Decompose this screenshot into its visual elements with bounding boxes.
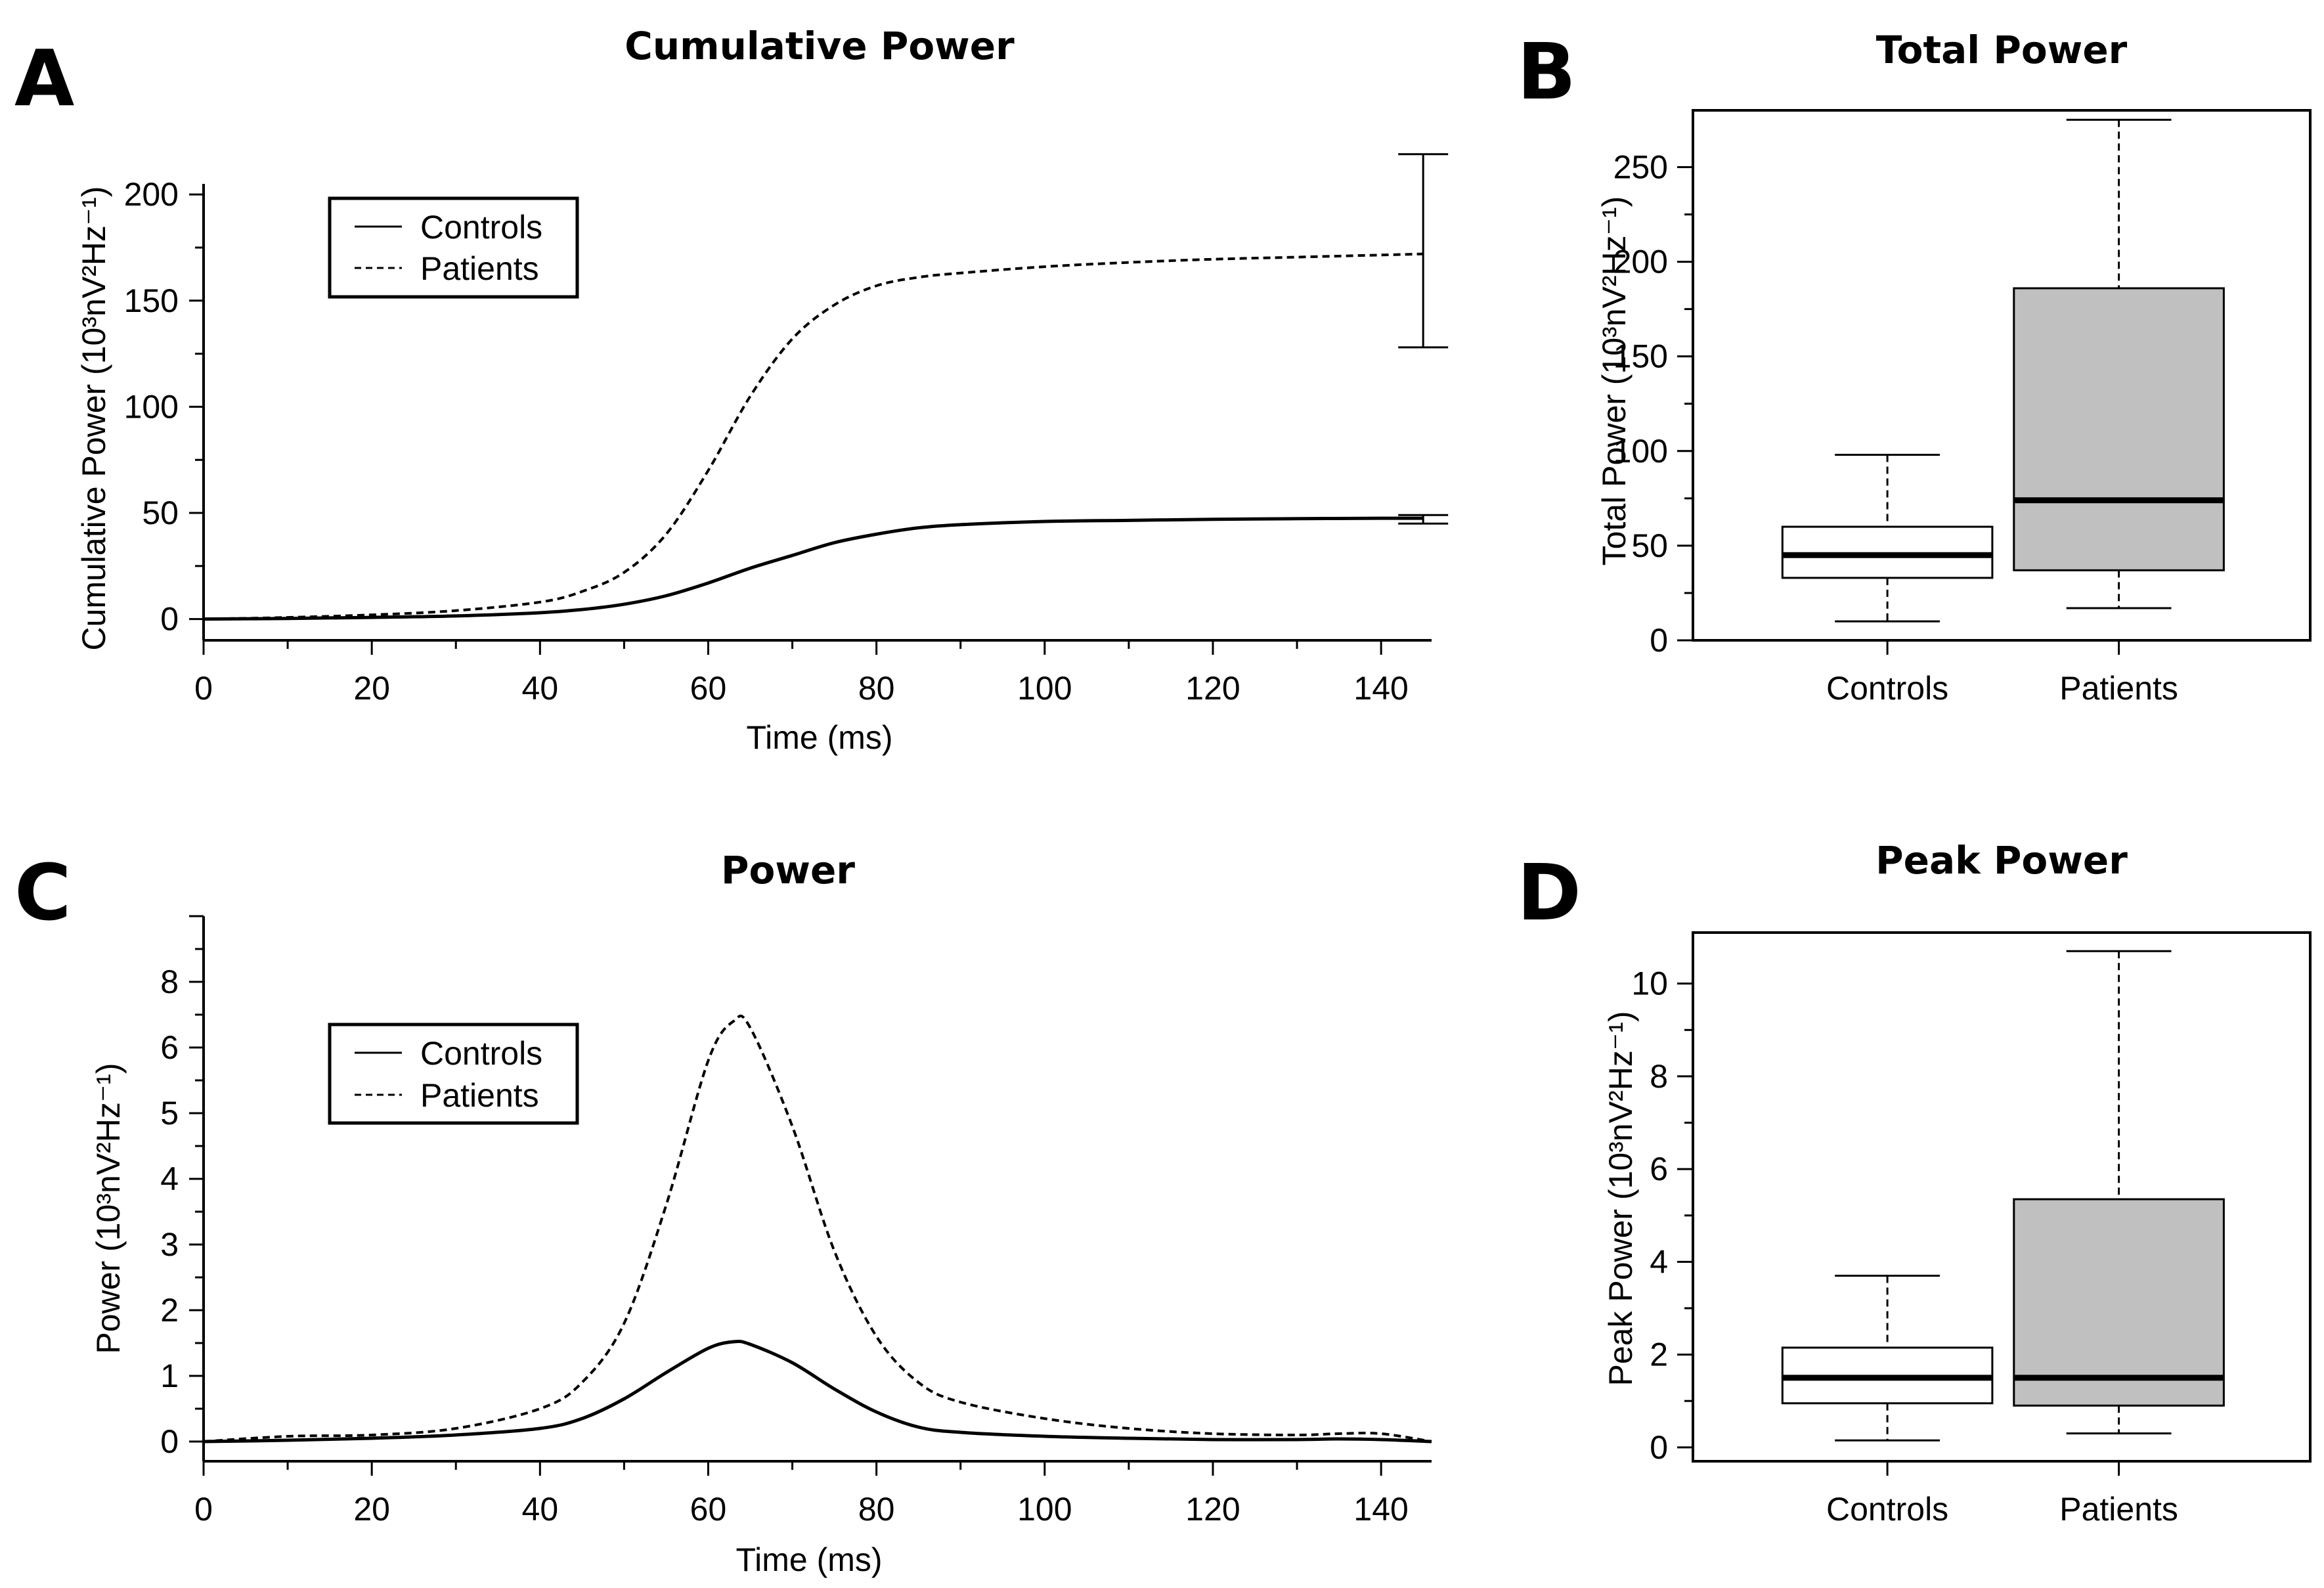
- x-axis-label: Time (ms): [735, 1541, 882, 1578]
- x-tick-label: 140: [1353, 670, 1408, 707]
- x-tick-label: 80: [858, 670, 895, 707]
- y-tick-label: 6: [160, 1029, 179, 1066]
- x-tick-label: 60: [690, 670, 727, 707]
- x-tick-label: 100: [1017, 670, 1072, 707]
- series-line-controls: [203, 516, 1424, 621]
- plot-frame: [1692, 931, 2312, 1463]
- series-line-patients: [203, 252, 1424, 621]
- x-tick-label: 120: [1185, 1491, 1240, 1528]
- y-tick-label: 3: [160, 1226, 179, 1263]
- y-tick-label: 50: [1631, 527, 1668, 564]
- chart-title: Total Power: [1876, 28, 2128, 72]
- series-line-patients: [203, 1014, 1432, 1443]
- chart-title: Power: [721, 848, 855, 893]
- legend-label-controls: Controls: [420, 1035, 542, 1072]
- x-tick-label: 40: [522, 1491, 559, 1528]
- box-patients: [2013, 287, 2225, 571]
- x-tick-label: Patients: [2059, 670, 2178, 707]
- x-tick-label: 40: [522, 670, 559, 707]
- x-tick-label: Controls: [1826, 670, 1948, 707]
- legend-label-patients: Patients: [420, 250, 539, 287]
- y-axis-label: Peak Power (10³nV²Hz⁻¹): [1602, 1011, 1639, 1386]
- y-tick-label: 150: [1613, 338, 1668, 375]
- plot-frame: [1692, 109, 2312, 642]
- x-axis-label: Time (ms): [746, 719, 892, 756]
- legend: Controls Patients: [328, 1023, 579, 1125]
- plot-area: [203, 1014, 1432, 1444]
- y-tick-label: 50: [142, 495, 179, 531]
- x-tick-label: 60: [690, 1491, 727, 1528]
- legend-box: [328, 1023, 579, 1125]
- plot-area: [1781, 950, 2225, 1442]
- series-line-controls: [203, 1339, 1432, 1444]
- panel-letter-d: D: [1517, 847, 1581, 938]
- y-axis-label: Total Power (10³nV²Hz⁻¹): [1596, 196, 1633, 566]
- x-tick-label: 80: [858, 1491, 895, 1528]
- y-tick-label: 4: [160, 1160, 179, 1197]
- x-tick-label: 120: [1185, 670, 1240, 707]
- legend: Controls Patients: [328, 196, 579, 299]
- y-axis-label: Cumulative Power (10³nV²Hz⁻¹): [76, 186, 112, 650]
- panel-b-total-power: B Total Power Total Power (10³nV²Hz⁻¹) 0…: [1517, 26, 2312, 707]
- legend-box: [328, 196, 579, 299]
- y-tick-label: 150: [124, 282, 179, 319]
- y-tick-label: 250: [1613, 148, 1668, 185]
- y-tick-label: 2: [160, 1292, 179, 1329]
- axes: 0 50 100 150 200 250 Controls Patients: [1613, 109, 2312, 707]
- y-tick-label: 1: [160, 1357, 179, 1394]
- y-tick-label: 0: [1650, 1429, 1668, 1466]
- y-tick-label: 6: [1650, 1151, 1668, 1187]
- y-tick-label: 2: [1650, 1336, 1668, 1373]
- x-tick-label: 20: [353, 1491, 390, 1528]
- x-tick-label: 20: [353, 670, 390, 707]
- y-tick-label: 100: [1613, 433, 1668, 470]
- x-tick-label: 0: [194, 670, 213, 707]
- y-tick-label: 5: [160, 1095, 179, 1132]
- x-tick-label: Controls: [1826, 1491, 1948, 1528]
- panel-a-cumulative-power: A Cumulative Power Cumulative Power (10³…: [14, 24, 1449, 756]
- y-tick-label: 8: [160, 963, 179, 1000]
- x-tick-label: 140: [1353, 1491, 1408, 1528]
- box-patients: [2013, 1198, 2225, 1407]
- chart-title: Cumulative Power: [625, 24, 1015, 68]
- plot-area: [203, 153, 1449, 621]
- x-tick-label: 100: [1017, 1491, 1072, 1528]
- legend-label-controls: Controls: [420, 209, 542, 246]
- x-tick-label: Patients: [2059, 1491, 2178, 1528]
- y-tick-label: 0: [160, 1423, 179, 1460]
- panel-letter-c: C: [14, 847, 72, 938]
- y-tick-label: 8: [1650, 1058, 1668, 1095]
- axes: 0 20 40 60 80 100 120 140 0 1 2 3 4 5 6 8: [160, 915, 1432, 1528]
- y-tick-label: 4: [1650, 1243, 1668, 1280]
- y-tick-label: 200: [1613, 244, 1668, 280]
- y-tick-label: 100: [124, 388, 179, 425]
- axes: 0 20 40 60 80 100 120 140 0 50 100 150 200: [124, 176, 1432, 707]
- y-axis-label: Power (10³nV²Hz⁻¹): [90, 1063, 127, 1354]
- y-tick-label: 200: [124, 176, 179, 213]
- y-tick-label: 10: [1631, 965, 1668, 1002]
- panel-letter-b: B: [1517, 26, 1576, 117]
- chart-title: Peak Power: [1875, 838, 2128, 883]
- legend-label-patients: Patients: [420, 1077, 539, 1114]
- panel-letter-a: A: [14, 33, 74, 123]
- y-tick-label: 0: [1650, 622, 1668, 659]
- panel-c-power: C Power Power (10³nV²Hz⁻¹) Time (ms) 0 20…: [14, 847, 1432, 1578]
- panel-d-peak-power: D Peak Power Peak Power (10³nV²Hz⁻¹) 0 2 4…: [1517, 838, 2312, 1528]
- y-tick-label: 0: [160, 601, 179, 638]
- x-tick-label: 0: [194, 1491, 213, 1528]
- axes: 0 2 4 6 8 10 Controls Patients: [1631, 931, 2312, 1528]
- plot-area: [1781, 118, 2225, 623]
